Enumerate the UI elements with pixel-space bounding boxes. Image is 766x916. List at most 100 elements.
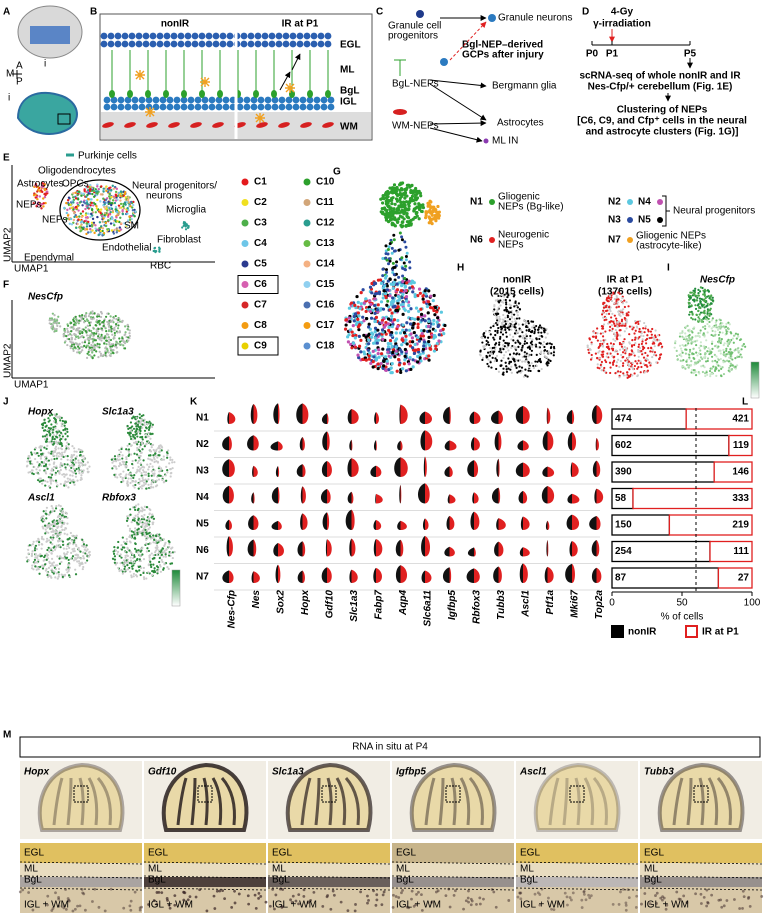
cell-dot: [93, 196, 95, 198]
cell-dot: [122, 477, 124, 479]
cell-dot: [110, 204, 112, 206]
cell-dot: [62, 463, 64, 465]
cell-dot: [408, 266, 411, 269]
cell-dot: [132, 204, 134, 206]
cell-dot: [29, 457, 31, 459]
cell-dot: [695, 344, 697, 346]
egl-cell: [213, 33, 220, 40]
egl-cell: [164, 33, 171, 40]
cell-dot: [143, 424, 145, 426]
dose-label: γ-irradiation: [593, 19, 651, 30]
cell-dot: [496, 324, 498, 326]
condition-title: nonIR: [503, 275, 532, 286]
cell-dot: [120, 451, 122, 453]
cell-dot: [704, 293, 706, 295]
cell-dot: [114, 334, 116, 336]
cell-dot: [418, 288, 421, 291]
cell-dot: [543, 330, 545, 332]
cell-dot: [405, 225, 408, 228]
cell-dot: [116, 476, 118, 478]
cell-dot: [409, 197, 412, 200]
cell-dot: [532, 321, 534, 323]
cell-dot: [410, 282, 413, 285]
cell-dot: [389, 308, 392, 311]
cell-dot: [427, 359, 430, 362]
gcp-icon: [416, 10, 424, 18]
cell-dot: [370, 336, 373, 339]
cell-dot: [56, 322, 58, 324]
cell-dot: [75, 316, 77, 318]
cell-dot: [67, 477, 69, 479]
cell-dot: [697, 310, 699, 312]
timepoint: P5: [684, 49, 697, 60]
cell-dot: [348, 307, 351, 310]
cell-dot: [545, 337, 547, 339]
cell-dot: [736, 337, 738, 339]
cell-dot: [382, 289, 385, 292]
cell-dot: [621, 322, 623, 324]
cell-dot: [393, 281, 396, 284]
cell-dot: [144, 445, 146, 447]
cell-dot: [93, 349, 95, 351]
cell-dot: [706, 374, 708, 376]
cell-dot: [509, 334, 511, 336]
cell-dot: [345, 318, 348, 321]
cell-dot: [111, 462, 113, 464]
cell-dot: [602, 345, 604, 347]
cell-dot: [615, 306, 617, 308]
cell-dot: [517, 311, 519, 313]
cell-dot: [436, 205, 439, 208]
cell-dot: [597, 339, 599, 341]
cell-dot: [690, 364, 692, 366]
cell-dot: [700, 329, 702, 331]
cell-dot: [505, 365, 507, 367]
cell-dot: [381, 338, 384, 341]
cell-dot: [79, 449, 81, 451]
cell-dot: [95, 324, 97, 326]
cell-dot: [85, 214, 87, 216]
cell-dot: [70, 330, 72, 332]
cell-dot: [121, 454, 123, 456]
cell-dot: [33, 473, 35, 475]
cell-dot: [161, 446, 163, 448]
cell-dot: [67, 459, 69, 461]
egl-cell: [129, 33, 136, 40]
cell-dot: [92, 204, 94, 206]
cell-dot: [120, 190, 122, 192]
cell-dot: [75, 476, 77, 478]
cell-dot: [92, 340, 94, 342]
cell-dot: [120, 476, 122, 478]
cell-dot: [438, 333, 441, 336]
cell-dot: [74, 214, 76, 216]
cell-dot: [710, 352, 712, 354]
cell-dot: [125, 448, 127, 450]
cell-dot: [640, 362, 642, 364]
cell-dot: [698, 335, 700, 337]
cell-dot: [49, 428, 51, 430]
legend-swatch: [242, 220, 249, 227]
cell-dot: [645, 342, 647, 344]
cell-dot: [737, 333, 739, 335]
cell-dot: [703, 300, 705, 302]
cell-dot: [146, 440, 148, 442]
cell-dot: [628, 365, 630, 367]
cell-dot: [388, 208, 391, 211]
cell-dot: [698, 320, 700, 322]
egl-cell: [248, 33, 255, 40]
cell-dot: [427, 320, 430, 323]
cell-dot: [87, 471, 89, 473]
cell-dot: [87, 212, 89, 214]
cell-dot: [486, 343, 488, 345]
cell-dot: [142, 414, 144, 416]
cell-dot: [616, 332, 618, 334]
cell-dot: [611, 324, 613, 326]
cell-dot: [166, 454, 168, 456]
cell-dot: [44, 525, 46, 527]
cell-dot: [46, 436, 48, 438]
cell-dot: [407, 201, 410, 204]
cell-dot: [718, 341, 720, 343]
cell-dot: [151, 459, 153, 461]
cell-dot: [96, 207, 98, 209]
cell-dot: [29, 462, 31, 464]
cell-dot: [141, 448, 143, 450]
